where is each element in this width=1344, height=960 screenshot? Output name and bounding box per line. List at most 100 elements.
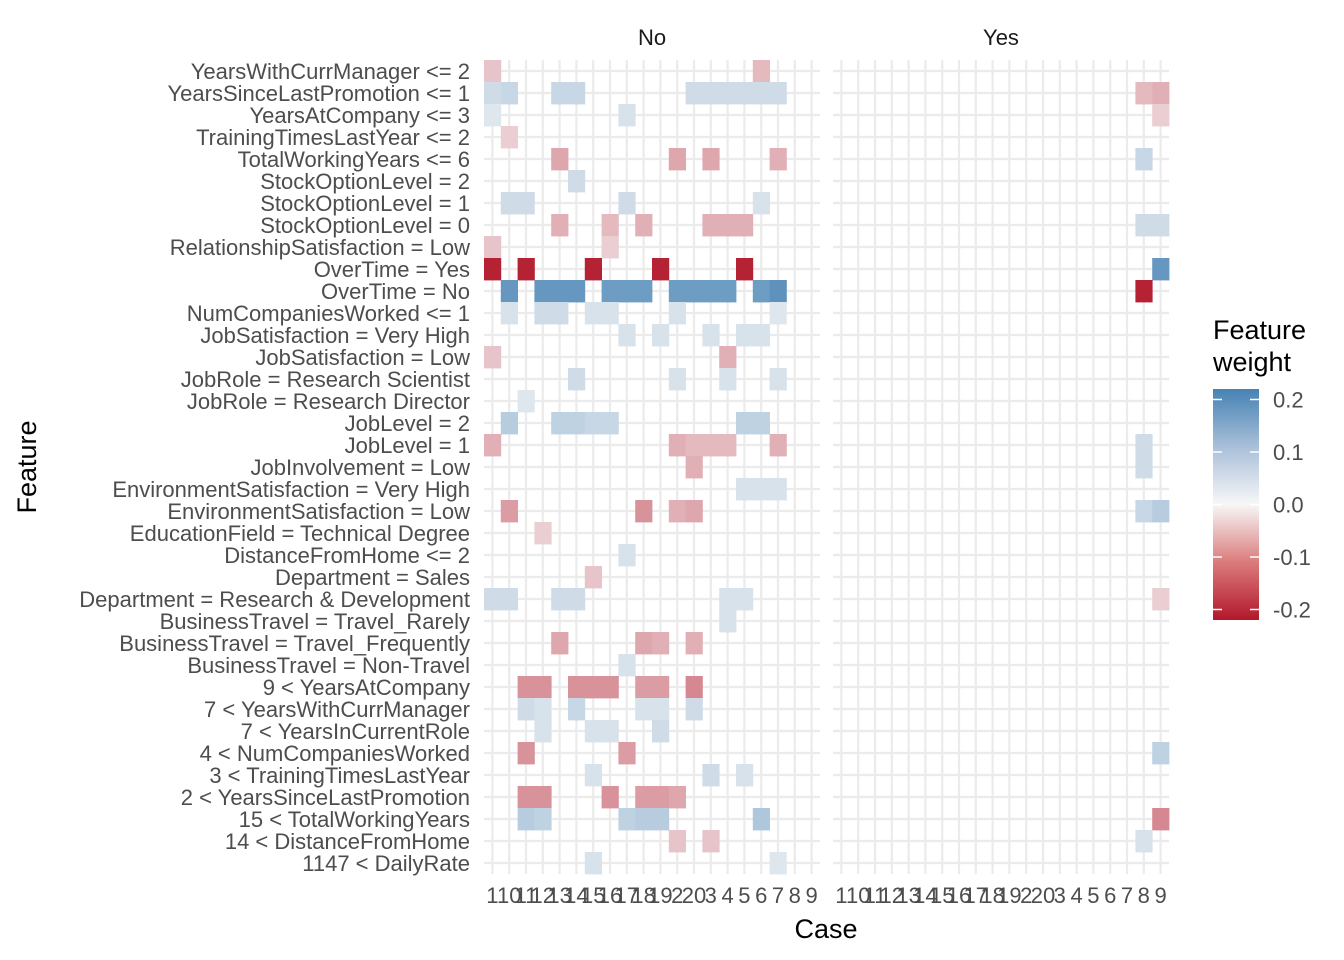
heatmap-cell (618, 808, 636, 831)
heatmap-cell (500, 500, 518, 523)
y-tick-label: JobLevel = 2 (345, 411, 470, 436)
heatmap-cell (736, 258, 754, 281)
heatmap-cell (568, 676, 586, 699)
heatmap-cell (618, 192, 636, 215)
x-tick-label: 17 (964, 883, 988, 908)
heatmap-cell (685, 698, 703, 721)
y-tick-label: BusinessTravel = Travel_Rarely (160, 609, 470, 634)
x-tick-label: 3 (1054, 883, 1066, 908)
heatmap-cell (568, 698, 586, 721)
heatmap-cell (551, 214, 569, 237)
heatmap-cell (534, 302, 552, 325)
facet-strips: No Yes (638, 25, 1019, 50)
y-tick-label: YearsSinceLastPromotion <= 1 (168, 81, 471, 106)
x-tick-label: 12 (880, 883, 904, 908)
facet-panels (484, 60, 1169, 874)
x-tick-label: 18 (631, 883, 655, 908)
heatmap-cell (484, 60, 502, 83)
heatmap-cell (618, 742, 636, 765)
x-tick-label: 14 (913, 883, 937, 908)
x-tick-label: 9 (805, 883, 817, 908)
heatmap-cell (1135, 500, 1153, 523)
heatmap-cell (618, 544, 636, 567)
heatmap-cell (752, 82, 770, 105)
y-tick-label: EducationField = Technical Degree (130, 521, 470, 546)
heatmap-cell (500, 192, 518, 215)
heatmap-cell (601, 280, 619, 303)
heatmap-cell (769, 368, 787, 391)
heatmap-cell (668, 434, 686, 457)
heatmap-cell (752, 60, 770, 83)
y-tick-label: 14 < DistanceFromHome (225, 829, 470, 854)
x-tick-label: 15 (581, 883, 605, 908)
heatmap-cell (1152, 588, 1170, 611)
heatmap-cell (1152, 258, 1170, 281)
heatmap-cell (736, 324, 754, 347)
heatmap-cell (752, 324, 770, 347)
y-tick-label: OverTime = No (321, 279, 470, 304)
heatmap-cell (534, 280, 552, 303)
heatmap-cell (568, 280, 586, 303)
x-tick-label: 10 (497, 883, 521, 908)
x-tick-label: 4 (721, 883, 733, 908)
x-tick-label: 5 (738, 883, 750, 908)
y-tick-label: TotalWorkingYears <= 6 (238, 147, 470, 172)
legend-tick-label: 0.2 (1273, 388, 1304, 413)
heatmap-cell (736, 588, 754, 611)
heatmap-cell (1152, 82, 1170, 105)
heatmap-cell (752, 192, 770, 215)
heatmap-cell (534, 786, 552, 809)
heatmap-cell (484, 236, 502, 259)
heatmap-cell (551, 148, 569, 171)
x-tick-label: 13 (547, 883, 571, 908)
heatmap-cell (601, 676, 619, 699)
heatmap-cell (652, 698, 670, 721)
heatmap-cell (618, 324, 636, 347)
heatmap-cell (1135, 456, 1153, 479)
y-tick-label: RelationshipSatisfaction = Low (170, 235, 470, 260)
x-tick-label: 16 (947, 883, 971, 908)
x-tick-label: 11 (515, 883, 538, 908)
x-tick-label: 18 (980, 883, 1004, 908)
heatmap-cell (702, 214, 720, 237)
heatmap-cell (1152, 808, 1170, 831)
heatmap-cell (517, 390, 535, 413)
x-tick-label: 6 (755, 883, 767, 908)
heatmap-cell (534, 676, 552, 699)
x-axis-title: Case (794, 914, 857, 944)
y-tick-label: StockOptionLevel = 1 (260, 191, 470, 216)
heatmap-cell (517, 698, 535, 721)
y-tick-label: 7 < YearsWithCurrManager (204, 697, 470, 722)
y-tick-label: BusinessTravel = Travel_Frequently (119, 631, 470, 656)
x-tick-label: 2 (1020, 883, 1032, 908)
heatmap-cell (685, 676, 703, 699)
heatmap-cell (769, 280, 787, 303)
y-tick-label: TrainingTimesLastYear <= 2 (196, 125, 470, 150)
heatmap-cell (752, 808, 770, 831)
heatmap-cell (484, 104, 502, 127)
y-tick-label: Department = Research & Development (79, 587, 470, 612)
heatmap-cell (719, 280, 737, 303)
heatmap-cell (1152, 214, 1170, 237)
y-tick-label: JobRole = Research Director (187, 389, 470, 414)
y-tick-label: YearsAtCompany <= 3 (249, 103, 470, 128)
x-tick-label: 8 (1138, 883, 1150, 908)
heatmap-cell (500, 412, 518, 435)
heatmap-cell (568, 368, 586, 391)
legend-ticks: 0.2 0.1 0.0 -0.1 -0.2 (1213, 388, 1311, 623)
heatmap-cell (517, 742, 535, 765)
heatmap-cell (534, 522, 552, 545)
y-tick-label: JobRole = Research Scientist (181, 367, 470, 392)
y-tick-label: Department = Sales (275, 565, 470, 590)
heatmap-cell (1135, 830, 1153, 853)
heatmap-cell (635, 214, 653, 237)
heatmap-cell (584, 566, 602, 589)
legend-title-line-1: Feature (1213, 315, 1306, 345)
heatmap-cell (702, 434, 720, 457)
heatmap-cell (500, 126, 518, 149)
heatmap-cell (618, 280, 636, 303)
heatmap-cell (685, 500, 703, 523)
heatmap-cell (668, 786, 686, 809)
x-tick-label: 7 (772, 883, 784, 908)
heatmap-cell (685, 632, 703, 655)
